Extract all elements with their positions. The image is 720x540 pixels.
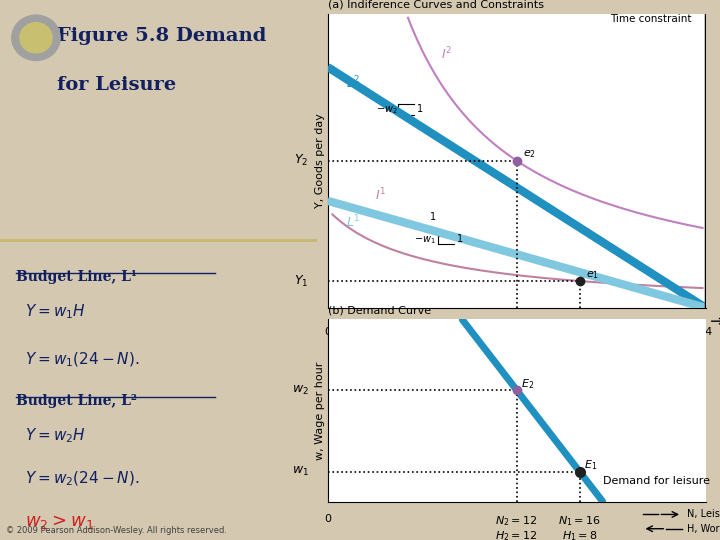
Text: 0: 0 bbox=[324, 327, 331, 336]
Text: $e_2$: $e_2$ bbox=[523, 148, 536, 160]
Text: $N_2 = 12$: $N_2 = 12$ bbox=[495, 327, 538, 340]
Text: $-w_2$: $-w_2$ bbox=[377, 105, 398, 116]
Text: $N_2 = 12$: $N_2 = 12$ bbox=[495, 515, 538, 528]
Text: $Y = w_2(24 - N).$: $Y = w_2(24 - N).$ bbox=[25, 470, 140, 488]
Text: $Y_1$: $Y_1$ bbox=[294, 273, 309, 288]
Text: $E_1$: $E_1$ bbox=[585, 458, 598, 472]
Text: $w_2 > w_1$: $w_2 > w_1$ bbox=[25, 513, 94, 531]
Text: N, Leisure hours per day: N, Leisure hours per day bbox=[687, 509, 720, 519]
Text: $L^1$: $L^1$ bbox=[346, 214, 361, 231]
Text: 1: 1 bbox=[418, 105, 423, 114]
Text: $I^1$: $I^1$ bbox=[375, 187, 386, 204]
Text: $w_2$: $w_2$ bbox=[292, 383, 309, 396]
Text: 24: 24 bbox=[698, 327, 713, 336]
Circle shape bbox=[20, 23, 52, 53]
Text: for Leisure: for Leisure bbox=[57, 76, 176, 93]
Text: $H_2 = 12$: $H_2 = 12$ bbox=[495, 345, 538, 359]
Text: $N_1 = 16$: $N_1 = 16$ bbox=[558, 327, 601, 340]
Text: 0: 0 bbox=[698, 338, 706, 348]
Text: 0: 0 bbox=[324, 515, 331, 524]
Text: $N_1 = 16$: $N_1 = 16$ bbox=[558, 515, 601, 528]
Text: $E_2$: $E_2$ bbox=[521, 377, 534, 391]
Text: $H_1 = 8$: $H_1 = 8$ bbox=[562, 529, 598, 540]
Text: Demand for leisure: Demand for leisure bbox=[603, 476, 710, 486]
Text: $e_1$: $e_1$ bbox=[586, 269, 599, 281]
Text: 1: 1 bbox=[456, 234, 463, 244]
Text: Budget Line, L¹: Budget Line, L¹ bbox=[16, 270, 137, 284]
Text: $H_2 = 12$: $H_2 = 12$ bbox=[495, 529, 538, 540]
Text: © 2009 Pearson Addison-Wesley. All rights reserved.: © 2009 Pearson Addison-Wesley. All right… bbox=[6, 525, 228, 535]
Text: $w_1$: $w_1$ bbox=[292, 465, 309, 478]
Text: $L^2$: $L^2$ bbox=[346, 75, 361, 91]
Y-axis label: w, Wage per hour: w, Wage per hour bbox=[315, 361, 325, 460]
Text: $Y = w_1 H$: $Y = w_1 H$ bbox=[25, 302, 86, 321]
Text: Time constraint: Time constraint bbox=[610, 14, 691, 24]
Text: $Y = w_1(24 - N).$: $Y = w_1(24 - N).$ bbox=[25, 351, 140, 369]
Text: $Y_2$: $Y_2$ bbox=[294, 153, 309, 168]
Text: $H_1 = 8$: $H_1 = 8$ bbox=[562, 345, 598, 359]
Text: H, Work hours per day: H, Work hours per day bbox=[687, 524, 720, 534]
Text: $-w_1$: $-w_1$ bbox=[414, 234, 436, 246]
Y-axis label: Y, Goods per day: Y, Goods per day bbox=[315, 113, 325, 208]
Text: (a) Indiference Curves and Constraints: (a) Indiference Curves and Constraints bbox=[328, 0, 544, 10]
Text: Budget Line, L²: Budget Line, L² bbox=[16, 394, 137, 408]
Text: $I^2$: $I^2$ bbox=[441, 45, 452, 62]
Text: (b) Demand Curve: (b) Demand Curve bbox=[328, 305, 431, 315]
Text: $Y = w_2 H$: $Y = w_2 H$ bbox=[25, 427, 86, 446]
Circle shape bbox=[12, 15, 60, 60]
Text: Figure 5.8 Demand: Figure 5.8 Demand bbox=[57, 27, 266, 45]
Text: 1: 1 bbox=[430, 212, 436, 221]
